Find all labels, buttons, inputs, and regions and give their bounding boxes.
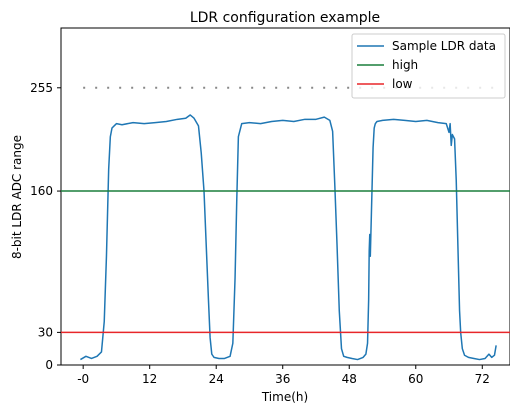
legend-label-high: high [392,58,418,72]
y-tick-label: 0 [45,358,53,372]
y-axis-label: 8-bit LDR ADC range [10,135,24,259]
legend-items: Sample LDR data high low [357,39,496,91]
legend-box [351,33,506,99]
series-layer [61,114,510,361]
x-tick-label: 36 [275,372,290,386]
chart-title: LDR configuration example [190,10,380,26]
x-tick-label: -0 [77,372,89,386]
x-tick-label: 24 [209,372,224,386]
x-tick-label: 72 [475,372,490,386]
x-tick-label: 48 [342,372,357,386]
y-tick-label: 255 [30,81,53,95]
legend: Sample LDR data high low [351,33,506,99]
x-axis: -0 12 24 36 48 60 72 [77,365,490,386]
y-tick-label: 160 [30,184,53,198]
x-tick-label: 60 [408,372,423,386]
y-axis: 0 30 160 255 [30,81,61,372]
legend-label-sample-ldr-data: Sample LDR data [392,39,496,53]
x-tick-label: 12 [142,372,157,386]
legend-label-low: low [392,77,413,91]
x-axis-label: Time(h) [261,390,308,404]
series-line-sample-ldr-data [80,114,497,361]
y-tick-label: 30 [38,325,53,339]
